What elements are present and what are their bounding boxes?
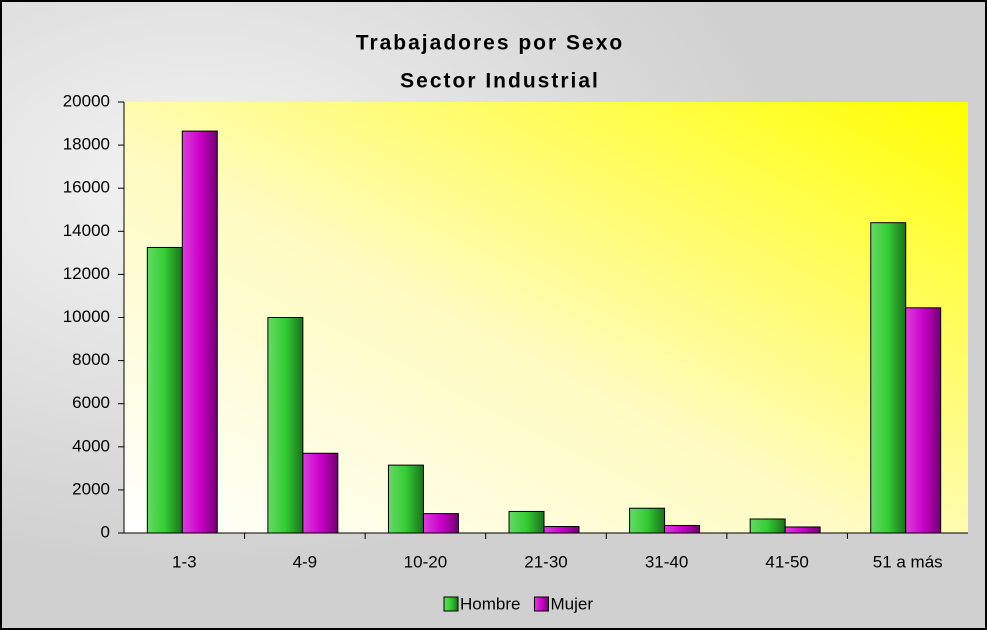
bar: [749, 518, 786, 534]
bar: [146, 246, 183, 534]
bar: [422, 513, 459, 534]
y-tick-label: 2000: [72, 479, 110, 498]
y-tick-label: 14000: [63, 221, 110, 240]
bar: [302, 452, 339, 534]
plot-area: [124, 102, 968, 533]
y-tick-label: 6000: [72, 393, 110, 412]
y-tick-label: 10000: [63, 307, 110, 326]
chart-title: Trabajadores por Sexo: [356, 32, 624, 55]
y-tick-label: 12000: [63, 264, 110, 283]
x-tick-label: 51 a más: [873, 552, 943, 571]
bar: [387, 464, 424, 534]
chart-subtitle: Sector Industrial: [400, 70, 600, 93]
bar: [508, 510, 545, 534]
y-tick-label: 4000: [72, 436, 110, 455]
x-tick-label: 1-3: [172, 552, 197, 571]
y-tick-label: 8000: [72, 350, 110, 369]
x-tick-label: 4-9: [293, 552, 318, 571]
legend-swatch: [533, 596, 549, 612]
bar: [784, 526, 821, 534]
bar: [629, 507, 666, 534]
bar: [870, 222, 907, 534]
y-tick-label: 20000: [63, 91, 110, 110]
y-tick-label: 18000: [63, 135, 110, 154]
bar: [181, 130, 218, 534]
x-tick-label: 10-20: [404, 552, 447, 571]
x-tick-label: 41-50: [765, 552, 808, 571]
x-tick-label: 31-40: [645, 552, 688, 571]
legend-swatch: [443, 596, 459, 612]
bar: [543, 526, 580, 534]
bar: [267, 317, 304, 534]
x-tick-label: 21-30: [524, 552, 567, 571]
y-tick-label: 0: [101, 522, 110, 541]
legend-label: Hombre: [460, 594, 520, 613]
legend-label: Mujer: [550, 594, 593, 613]
bar: [664, 524, 701, 534]
bar: [905, 307, 942, 534]
y-tick-label: 16000: [63, 178, 110, 197]
